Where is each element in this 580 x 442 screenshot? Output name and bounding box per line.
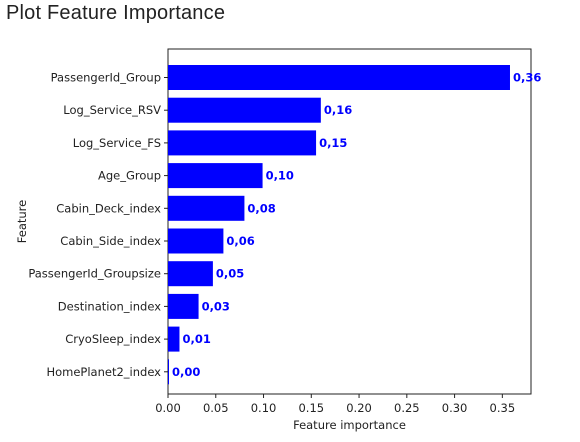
bar-value-label: 0,15 [319,136,347,150]
y-axis-title: Feature [15,200,29,243]
bar [168,359,169,385]
bar [168,97,321,123]
bar-value-label: 0,10 [266,169,294,183]
bar [168,326,180,352]
plot-area-frame [167,48,532,395]
bar [168,130,317,156]
x-tick-label: 0.05 [203,401,229,415]
bar-value-label: 0,06 [226,234,254,248]
bar-value-label: 0,05 [216,267,244,281]
page-title: Plot Feature Importance [6,2,226,24]
x-tick-label: 0.35 [490,401,516,415]
y-tick-label: Log_Service_FS [73,136,161,150]
bar [168,163,263,189]
x-tick-label: 0.30 [442,401,468,415]
x-tick-label: 0.00 [155,401,181,415]
bar [168,195,245,221]
bar-value-labels: 0,36 0,16 0,15 0,10 0,08 0,06 0,05 0,03 0,01 0,00 [172,71,541,379]
y-tick-label: Age_Group [98,169,161,183]
bar [168,293,199,319]
bar-value-label: 0,16 [324,103,352,117]
bar-value-label: 0,03 [202,299,230,313]
y-tick-label: Destination_index [58,299,161,313]
bars-group [168,65,510,385]
bar-value-label: 0,00 [172,365,200,379]
x-tick-label: 0.20 [346,401,372,415]
y-tick-labels: PassengerId_Group Log_Service_RSV Log_Serv… [28,71,168,379]
bar-value-label: 0,01 [182,332,210,346]
bar [168,228,224,254]
bar [168,65,510,90]
x-axis-ticks: 0.00 0.05 0.10 0.15 0.20 0.25 0.30 0.35 [155,394,515,415]
x-axis-title: Feature importance [293,418,406,432]
y-tick-label: PassengerId_Group [51,71,161,85]
y-tick-label: Cabin_Side_index [60,234,161,248]
y-tick-label: Log_Service_RSV [63,103,161,117]
bar-value-label: 0,08 [247,201,275,215]
y-tick-label: PassengerId_Groupsize [28,267,161,281]
x-tick-label: 0.10 [251,401,277,415]
bar-value-label: 0,36 [513,71,541,85]
y-tick-label: CryoSleep_index [65,332,161,346]
x-tick-label: 0.25 [394,401,420,415]
x-tick-label: 0.15 [298,401,324,415]
y-tick-label: Cabin_Deck_index [56,201,161,215]
y-tick-label: HomePlanet2_index [46,365,161,379]
bar [168,261,213,287]
